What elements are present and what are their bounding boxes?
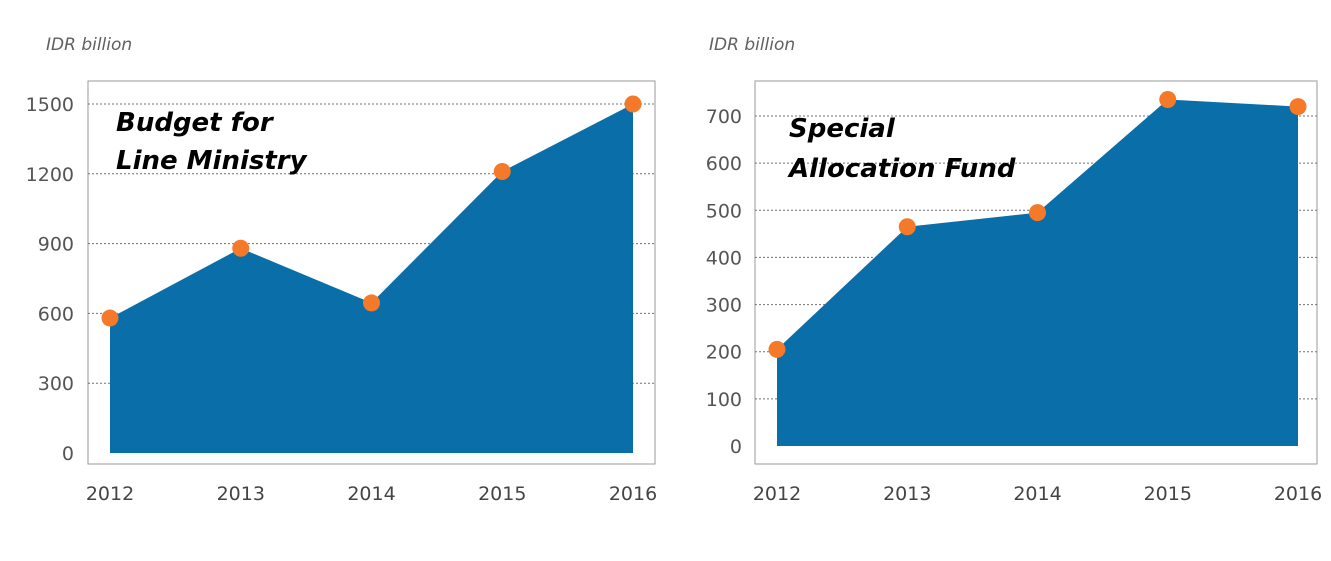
x-tick-label: 2016 [609,483,657,505]
data-point-marker [232,239,250,257]
y-tick-label: 1200 [26,164,74,186]
data-markers [101,95,642,327]
data-point-marker [1289,98,1307,116]
y-unit-label: IDR billion [709,35,795,55]
y-unit-label: IDR billion [46,35,132,55]
area-series [777,99,1298,446]
y-tick-label: 300 [706,295,742,317]
plot-frame [754,80,1318,465]
x-tick-label: 2016 [1274,483,1322,505]
data-point-marker [493,162,511,180]
y-tick-label: 600 [706,153,742,175]
chart-title-line-1: Budget for [116,108,275,138]
y-axis-ticks: 0 300 600 900 1200 1500 [26,94,74,465]
data-point-marker [101,309,119,327]
data-point-marker [1029,204,1046,222]
x-tick-label: 2014 [1013,483,1061,505]
x-tick-label: 2015 [1144,483,1192,505]
x-axis-ticks: 2012 2013 2014 2015 2016 [753,483,1322,505]
x-tick-label: 2015 [478,483,526,505]
plot-frame [87,80,656,465]
x-tick-label: 2012 [753,483,801,505]
x-tick-label: 2012 [86,483,134,505]
data-point-marker [363,294,380,312]
y-tick-label: 500 [706,200,742,222]
x-tick-label: 2013 [217,483,265,505]
y-tick-label: 900 [38,234,74,256]
y-tick-label: 200 [706,342,742,364]
data-point-marker [624,95,642,113]
y-tick-label: 0 [62,443,74,465]
y-tick-label: 100 [706,389,742,411]
y-tick-label: 1500 [26,94,74,116]
y-tick-label: 400 [706,247,742,269]
data-markers [768,91,1307,358]
y-tick-label: 600 [38,303,74,325]
chart-title-line-2: Line Ministry [116,146,308,176]
x-tick-label: 2014 [347,483,395,505]
y-tick-label: 700 [706,106,742,128]
data-point-marker [898,218,916,236]
y-axis-ticks: 0 100 200 300 400 500 600 700 [706,106,742,458]
y-tick-label: 0 [730,436,742,458]
chart-title-line-2: Allocation Fund [787,154,1016,184]
chart-title-line-1: Special [789,114,896,144]
y-tick-label: 300 [38,373,74,395]
x-axis-ticks: 2012 2013 2014 2015 2016 [86,483,657,505]
area-layer [110,104,633,453]
x-tick-label: 2013 [883,483,931,505]
area-series [110,104,633,453]
data-point-marker [1159,91,1177,108]
area-layer [777,99,1298,446]
data-point-marker [768,340,786,358]
